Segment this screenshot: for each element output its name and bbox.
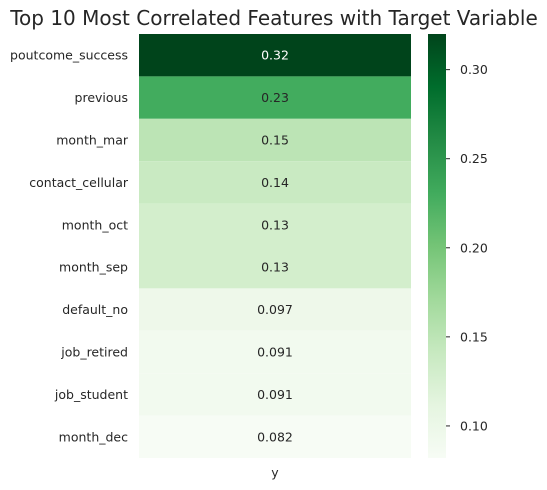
- heatmap-cell: [139, 246, 411, 289]
- row-label: month_mar: [56, 133, 129, 148]
- heatmap-cell: [139, 288, 411, 331]
- cell-annotation: 0.14: [261, 175, 289, 190]
- colorbar-tick-label: 0.10: [460, 418, 488, 433]
- cell-annotation: 0.23: [261, 90, 289, 105]
- cell-annotation: 0.32: [261, 48, 289, 63]
- row-label: poutcome_success: [10, 48, 128, 63]
- colorbar-tick-label: 0.30: [460, 62, 488, 77]
- colorbar-tick-label: 0.15: [460, 329, 488, 344]
- colorbar: [428, 34, 446, 458]
- heatmap-cell: [139, 161, 411, 204]
- row-labels: poutcome_success previous month_marcontact…: [10, 48, 129, 445]
- row-label: contact_cellular: [29, 175, 129, 190]
- cell-annotation: 0.15: [261, 133, 289, 148]
- cell-annotation: 0.13: [261, 217, 289, 232]
- colorbar-ticks: 0.10 0.15 0.20 0.25 0.30: [446, 62, 488, 433]
- heatmap-cell: [139, 118, 411, 162]
- row-label: month_sep: [59, 260, 128, 275]
- cell-annotation: 0.091: [257, 345, 293, 360]
- colorbar-tick-label: 0.25: [460, 151, 488, 166]
- row-label: month_dec: [59, 429, 128, 444]
- heatmap-cell: [139, 76, 411, 119]
- heatmap-cell: [139, 203, 411, 246]
- row-label: job_retired: [60, 345, 128, 360]
- chart-title: Top 10 Most Correlated Features with Tar…: [9, 6, 538, 30]
- heatmap-cell: [139, 373, 411, 416]
- row-label: job_student: [54, 387, 128, 402]
- cell-annotation: 0.091: [257, 387, 293, 402]
- x-tick-label: y: [271, 465, 279, 480]
- heatmap-cell: [139, 330, 411, 374]
- colorbar-tick-label: 0.20: [460, 240, 488, 255]
- cell-annotation: 0.082: [257, 429, 293, 444]
- heatmap-cell: [139, 34, 411, 77]
- row-label: month_oct: [62, 217, 128, 232]
- heatmap-cells: 0.32 0.23 0.15 0.14 0.13 0.13 0.097 0.091 0.091 0…: [139, 34, 411, 458]
- row-label: default_no: [62, 302, 128, 317]
- heatmap-cell: [139, 415, 411, 458]
- row-label: previous: [75, 90, 128, 105]
- cell-annotation: 0.13: [261, 260, 289, 275]
- cell-annotation: 0.097: [257, 302, 293, 317]
